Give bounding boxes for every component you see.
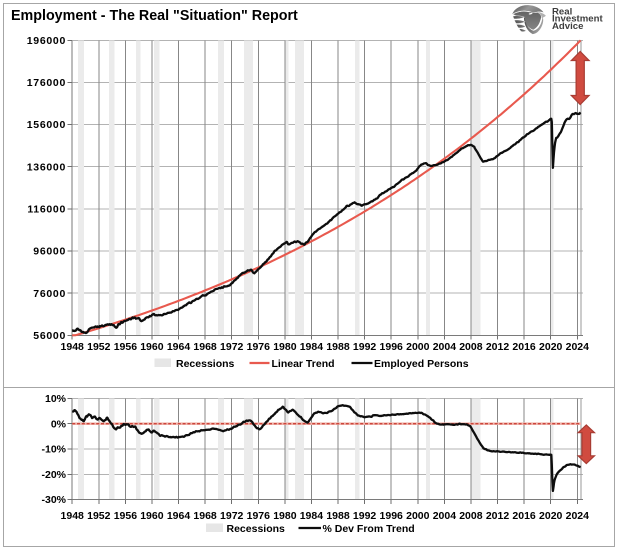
svg-text:1996: 1996: [380, 341, 404, 353]
svg-text:-30%: -30%: [41, 494, 66, 506]
svg-text:2016: 2016: [512, 341, 536, 353]
svg-text:Investment: Investment: [552, 14, 603, 25]
svg-text:176000: 176000: [27, 77, 66, 89]
svg-text:Recessions: Recessions: [176, 358, 235, 370]
svg-text:1984: 1984: [300, 510, 324, 522]
svg-text:156000: 156000: [27, 119, 66, 131]
svg-text:Employment - The Real "Situati: Employment - The Real "Situation" Report: [11, 8, 298, 24]
svg-text:1972: 1972: [220, 510, 244, 522]
svg-text:Linear Trend: Linear Trend: [272, 358, 335, 370]
svg-text:2020: 2020: [539, 510, 563, 522]
svg-text:% Dev From Trend: % Dev From Trend: [323, 523, 415, 535]
svg-text:2004: 2004: [433, 341, 457, 353]
svg-text:1980: 1980: [273, 341, 297, 353]
svg-text:1976: 1976: [247, 341, 271, 353]
svg-text:2016: 2016: [512, 510, 536, 522]
svg-text:-20%: -20%: [41, 469, 66, 481]
svg-text:2000: 2000: [406, 341, 430, 353]
svg-text:2012: 2012: [486, 341, 510, 353]
svg-text:1988: 1988: [326, 510, 350, 522]
svg-text:1972: 1972: [220, 341, 244, 353]
svg-text:1956: 1956: [114, 341, 138, 353]
svg-text:Recessions: Recessions: [227, 523, 286, 535]
svg-text:56000: 56000: [33, 330, 66, 342]
svg-text:-10%: -10%: [41, 444, 66, 456]
svg-text:1980: 1980: [273, 510, 297, 522]
svg-text:1964: 1964: [167, 341, 191, 353]
svg-text:10%: 10%: [45, 393, 67, 405]
svg-text:1996: 1996: [380, 510, 404, 522]
svg-text:96000: 96000: [33, 246, 66, 258]
svg-text:0%: 0%: [51, 418, 67, 430]
svg-text:2020: 2020: [539, 341, 563, 353]
svg-text:1984: 1984: [300, 341, 324, 353]
svg-text:1960: 1960: [140, 341, 164, 353]
svg-text:136000: 136000: [27, 161, 66, 173]
svg-text:1964: 1964: [167, 510, 191, 522]
svg-text:1952: 1952: [87, 341, 111, 353]
svg-text:2024: 2024: [566, 510, 590, 522]
svg-text:1956: 1956: [114, 510, 138, 522]
svg-text:76000: 76000: [33, 288, 66, 300]
svg-text:2008: 2008: [459, 341, 483, 353]
svg-text:Real: Real: [552, 7, 572, 18]
svg-text:2012: 2012: [486, 510, 510, 522]
svg-text:1948: 1948: [61, 510, 85, 522]
svg-text:Employed Persons: Employed Persons: [374, 358, 469, 370]
svg-text:1948: 1948: [61, 341, 85, 353]
svg-text:2024: 2024: [566, 341, 590, 353]
svg-text:1952: 1952: [87, 510, 111, 522]
svg-text:1992: 1992: [353, 510, 377, 522]
svg-text:116000: 116000: [27, 204, 66, 216]
svg-text:1992: 1992: [353, 341, 377, 353]
svg-text:1960: 1960: [140, 510, 164, 522]
svg-text:2000: 2000: [406, 510, 430, 522]
svg-text:1988: 1988: [326, 341, 350, 353]
svg-text:1968: 1968: [193, 341, 217, 353]
svg-text:1976: 1976: [247, 510, 271, 522]
svg-text:1968: 1968: [193, 510, 217, 522]
svg-text:196000: 196000: [27, 35, 66, 47]
svg-text:Advice: Advice: [552, 21, 583, 32]
svg-text:2008: 2008: [459, 510, 483, 522]
svg-text:2004: 2004: [433, 510, 457, 522]
